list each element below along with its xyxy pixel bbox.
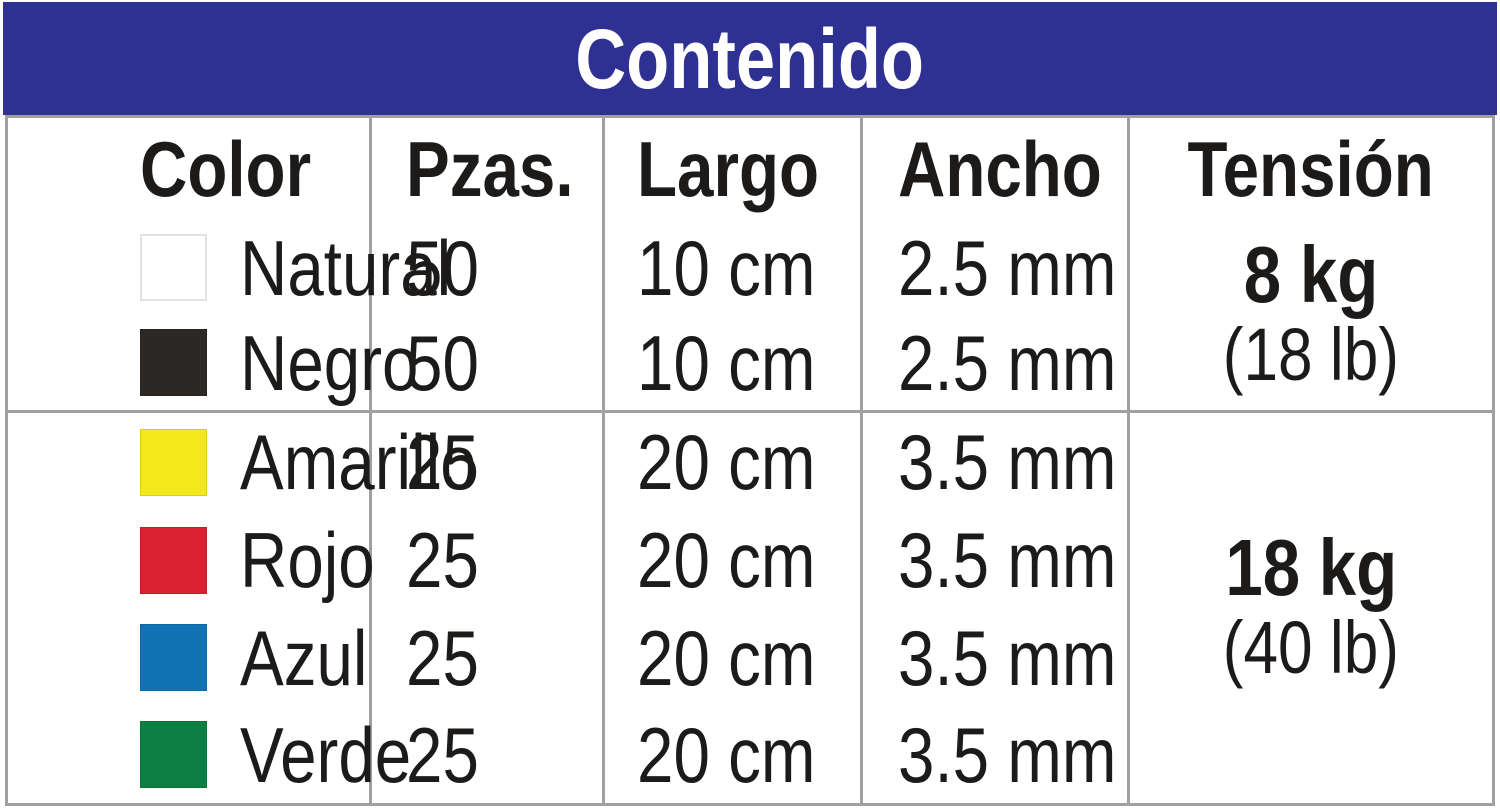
cell-largo: 20 cm: [605, 413, 863, 511]
cell-largo: 10 cm: [605, 220, 863, 315]
cell-pzas: 25: [372, 413, 605, 511]
tension-cell-group2: 18 kg (40 lb): [1130, 413, 1492, 803]
color-swatch-azul: [140, 624, 207, 691]
table-row-rojo-color: Rojo: [8, 511, 375, 609]
color-label: Natural: [240, 223, 452, 312]
cell-pzas: 25: [372, 609, 605, 706]
column-header-color: Color: [8, 118, 372, 220]
table-row-azul-color: Azul: [8, 609, 372, 706]
tension-cell-group1: 8 kg (18 lb): [1130, 220, 1492, 410]
tension-kg: 18 kg: [1225, 523, 1397, 612]
color-label: Verde: [240, 710, 412, 799]
tension-kg: 8 kg: [1243, 230, 1379, 319]
column-header-ancho: Ancho: [863, 118, 1130, 220]
column-header-pzas: Pzas.: [372, 118, 605, 220]
cell-ancho: 3.5 mm: [863, 511, 1130, 609]
cell-pzas: 25: [372, 706, 605, 803]
cell-pzas: 25: [372, 511, 605, 609]
color-label: Negro: [240, 318, 419, 407]
table-group-2: Amarillo 25 20 cm 3.5 mm 18 kg (40 lb) R…: [8, 410, 1492, 803]
color-swatch-natural: [140, 234, 207, 301]
table-body: Color Pzas. Largo Ancho Tensión Natural …: [5, 115, 1495, 806]
cell-ancho: 2.5 mm: [863, 315, 1130, 410]
column-header-tension: Tensión: [1187, 125, 1435, 213]
table-title-bar: Contenido: [3, 2, 1497, 115]
color-swatch-verde: [140, 721, 207, 788]
cell-largo: 20 cm: [605, 706, 863, 803]
cell-ancho: 2.5 mm: [863, 220, 1130, 315]
color-label: Amarillo: [240, 418, 477, 506]
color-label: Azul: [240, 613, 368, 702]
cell-ancho: 3.5 mm: [863, 413, 1130, 511]
color-label: Rojo: [240, 516, 375, 604]
color-swatch-rojo: [140, 526, 207, 594]
column-header-largo: Largo: [605, 118, 863, 220]
table-row-negro-color: Negro: [8, 315, 418, 410]
cell-ancho: 3.5 mm: [863, 609, 1130, 706]
table-title: Contenido: [575, 11, 925, 106]
color-swatch-negro: [140, 329, 207, 396]
table-group-1: Color Pzas. Largo Ancho Tensión Natural …: [8, 118, 1492, 410]
tension-lb: (18 lb): [1222, 313, 1400, 396]
cell-pzas: 50: [372, 220, 605, 315]
table-row-natural-color: Natural: [8, 220, 451, 315]
table-row-verde-color: Verde: [8, 706, 411, 803]
color-swatch-amarillo: [140, 428, 207, 496]
table-row-amarillo-color: Amarillo: [8, 413, 477, 511]
cell-largo: 20 cm: [605, 511, 863, 609]
cell-ancho: 3.5 mm: [863, 706, 1130, 803]
cell-largo: 10 cm: [605, 315, 863, 410]
tension-lb: (40 lb): [1222, 606, 1400, 689]
cell-pzas: 50: [372, 315, 605, 410]
cell-largo: 20 cm: [605, 609, 863, 706]
